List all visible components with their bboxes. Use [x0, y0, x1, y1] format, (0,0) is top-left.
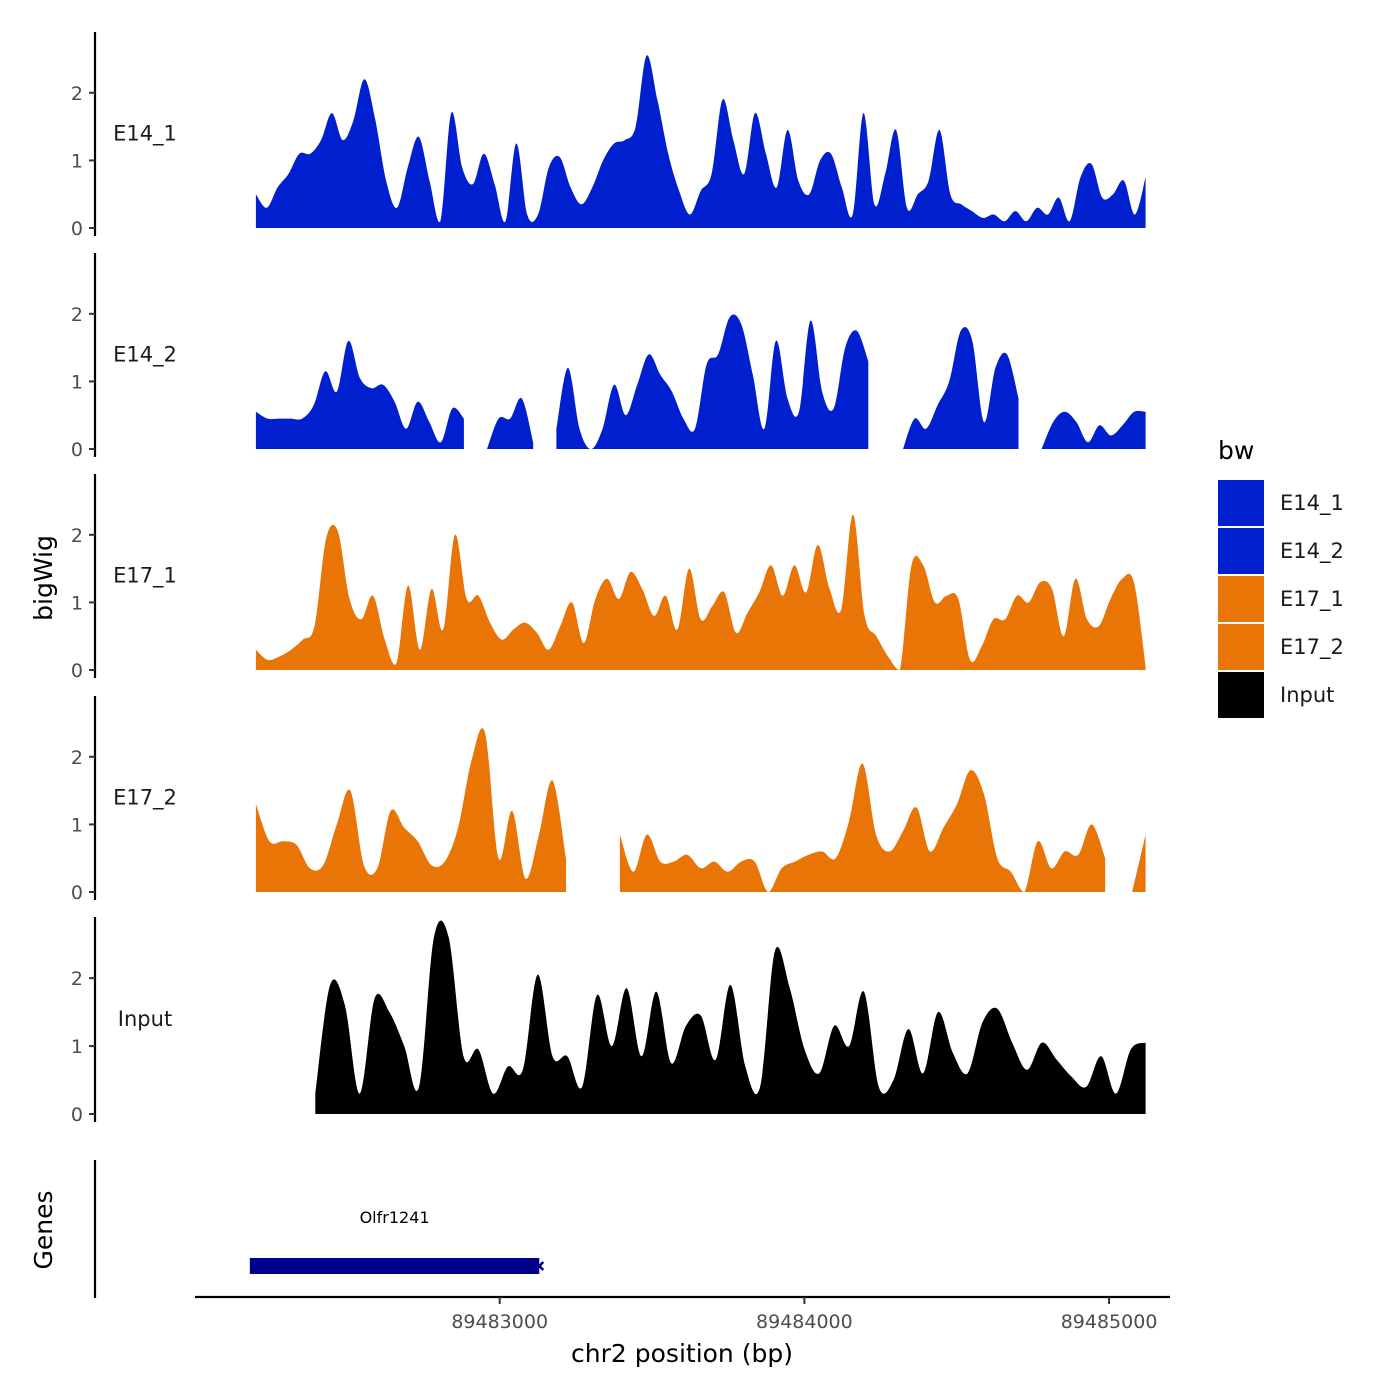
track-area-e17_1: [255, 514, 1146, 670]
gene-olfr1241: Olfr1241: [249, 1208, 545, 1274]
y-tick-label: 2: [71, 525, 83, 547]
track-area-e14_2: [556, 314, 869, 449]
y-tick-label: 1: [71, 1036, 83, 1058]
y-tick-label: 2: [71, 968, 83, 990]
track-area-e14_2: [255, 340, 464, 449]
track-area-e14_2: [487, 397, 534, 449]
legend-title: bw: [1218, 436, 1254, 465]
legend: bw E14_1 E14_2 E17_1 E17_2 Input: [1218, 436, 1344, 718]
track-area-e14_1: [255, 55, 1146, 229]
y-tick-label: 0: [71, 660, 83, 682]
y-tick-label: 1: [71, 371, 83, 393]
track-label: E17_2: [113, 785, 177, 810]
y-tick-label: 2: [71, 304, 83, 326]
legend-swatch: [1218, 624, 1264, 670]
genes-layer: Olfr1241: [93, 1160, 545, 1298]
y-tick-label: 2: [71, 747, 83, 769]
x-tick-label: 89484000: [756, 1311, 853, 1333]
y-axis-title: bigWig: [29, 535, 58, 621]
y-tick-label: 0: [71, 882, 83, 904]
y-tick-label: 1: [71, 592, 83, 614]
legend-item-e17_1: E17_1: [1218, 576, 1344, 622]
legend-swatch: [1218, 528, 1264, 574]
legend-label: E17_2: [1280, 635, 1344, 660]
track-area-e17_2: [1132, 834, 1146, 892]
track-input: 0 1 2 Input: [71, 917, 1146, 1126]
track-label: E17_1: [113, 563, 177, 588]
gene-body: [249, 1258, 540, 1274]
gene-strand-mark: [534, 1261, 545, 1271]
x-tick-label: 89483000: [451, 1311, 548, 1333]
y-tick-label: 0: [71, 439, 83, 461]
legend-item-e14_2: E14_2: [1218, 528, 1344, 574]
legend-item-e14_1: E14_1: [1218, 480, 1344, 526]
track-label: E14_2: [113, 342, 177, 367]
gene-label: Olfr1241: [360, 1208, 430, 1227]
legend-swatch: [1218, 480, 1264, 526]
track-e14_1: 0 1 2 E14_1: [71, 32, 1146, 240]
y-tick-label: 1: [71, 150, 83, 172]
track-area-e17_2: [255, 728, 566, 892]
legend-swatch: [1218, 576, 1264, 622]
legend-label: Input: [1280, 683, 1334, 707]
y-tick-label: 2: [71, 83, 83, 105]
legend-item-e17_2: E17_2: [1218, 624, 1344, 670]
y-tick-label: 1: [71, 814, 83, 836]
legend-item-input: Input: [1218, 672, 1334, 718]
legend-label: E14_2: [1280, 539, 1344, 564]
x-tick-label: 89485000: [1061, 1311, 1158, 1333]
track-e17_2: 0 1 2 E17_2: [71, 696, 1146, 904]
y-tick-label: 0: [71, 218, 83, 240]
legend-label: E14_1: [1280, 491, 1344, 516]
track-area-e14_2: [903, 326, 1019, 449]
x-axis: 89483000 89484000 89485000: [195, 1295, 1170, 1333]
legend-swatch: [1218, 672, 1264, 718]
y-tick-label: 0: [71, 1104, 83, 1126]
track-e14_2: 0 1 2 E14_2: [71, 253, 1146, 461]
track-e17_1: 0 1 2 E17_1: [71, 474, 1146, 682]
legend-label: E17_1: [1280, 587, 1344, 612]
tracks-layer: 0 1 2 E14_1 0 1 2 E14_2 0 1 2 E17_1 0 1 2 E17_2 0 1 2 Input: [71, 32, 1146, 1126]
x-axis-title: chr2 position (bp): [571, 1339, 793, 1368]
track-area-input: [315, 920, 1146, 1114]
track-area-e14_2: [1041, 410, 1146, 449]
genes-track-title: Genes: [29, 1190, 58, 1269]
track-label: Input: [118, 1007, 172, 1031]
track-area-e17_2: [619, 763, 1106, 892]
track-label: E14_1: [113, 121, 177, 146]
